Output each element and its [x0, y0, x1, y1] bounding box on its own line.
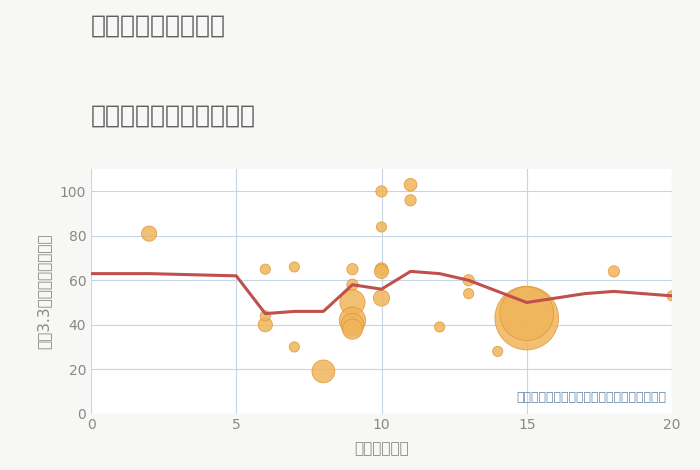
Point [346, 321, 358, 329]
Point [144, 230, 155, 237]
Point [346, 299, 358, 306]
Point [521, 310, 532, 317]
Point [346, 310, 358, 317]
Point [463, 276, 475, 284]
Point [318, 368, 329, 375]
Point [289, 263, 300, 271]
Point [608, 267, 620, 275]
Text: 円の大きさは、取引のあった物件面積を示す: 円の大きさは、取引のあった物件面積を示す [516, 391, 666, 404]
Point [376, 223, 387, 231]
Point [521, 314, 532, 322]
Text: 兵庫県川西市鴬台の: 兵庫県川西市鴬台の [91, 14, 226, 38]
Point [260, 266, 271, 273]
Point [260, 312, 271, 320]
Point [376, 188, 387, 195]
Point [260, 321, 271, 329]
Point [666, 292, 678, 299]
Point [346, 281, 358, 289]
Point [346, 308, 358, 315]
Point [346, 325, 358, 333]
X-axis label: 駅距離（分）: 駅距離（分） [354, 441, 409, 456]
Y-axis label: 坪（3.3㎡）単価（万円）: 坪（3.3㎡）単価（万円） [36, 234, 51, 349]
Point [376, 266, 387, 273]
Point [405, 181, 416, 188]
Text: 駅距離別中古戸建て価格: 駅距離別中古戸建て価格 [91, 103, 256, 127]
Point [405, 196, 416, 204]
Point [289, 343, 300, 351]
Point [492, 348, 503, 355]
Point [376, 294, 387, 302]
Point [346, 316, 358, 324]
Point [463, 290, 475, 298]
Point [434, 323, 445, 331]
Point [346, 266, 358, 273]
Point [376, 267, 387, 275]
